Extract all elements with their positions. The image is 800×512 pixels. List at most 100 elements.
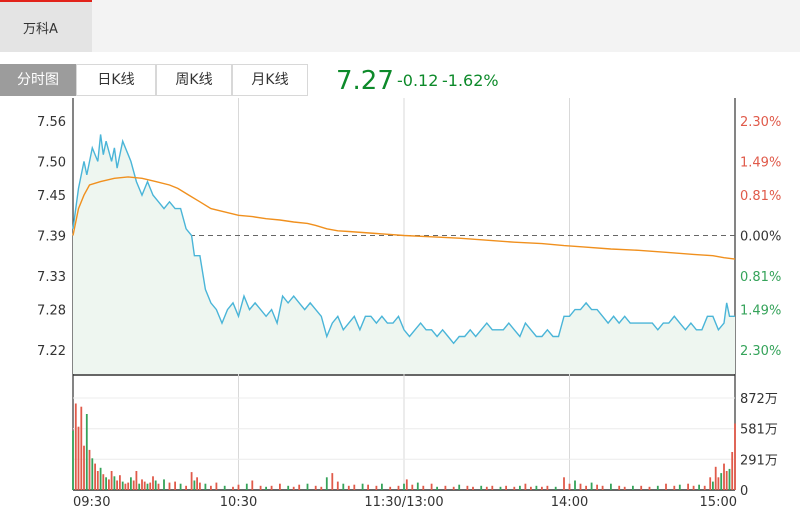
volume-bar [215,482,218,490]
volume-bar [132,480,135,490]
volume-bar [105,477,107,490]
volume-bar [210,485,212,490]
volume-bar [279,483,281,490]
y-tick-label: 7.45 [37,189,66,204]
volume-bar [505,485,507,490]
volume-bar [596,484,598,490]
volume-bar [270,485,273,490]
volume-bar [143,481,146,490]
volume-bar [168,482,171,490]
volume-bar [610,483,612,490]
volume-bar [190,472,193,490]
volume-bar [135,471,138,490]
top-bar: 万科A [0,0,800,52]
volume-bar [193,480,196,490]
volume-bar [554,486,557,490]
pct-tick-label: 1.49% [740,304,781,319]
average-price-group [72,176,736,260]
volume-bar [563,477,565,490]
volume-bar [179,483,182,490]
volume-bar [519,485,521,490]
y-tick-label: 7.50 [37,155,66,170]
volume-bar [485,486,488,490]
volume-bar [196,477,198,490]
price-area-fill [73,134,735,374]
volume-bar [306,483,309,490]
volume-bar [574,480,576,490]
volume-bar [127,482,130,490]
volume-bar [347,485,350,490]
stock-name-tab[interactable]: 万科A [0,0,92,52]
tab-monthly-k[interactable]: 月K线 [232,64,308,96]
price-change: -0.12 [397,71,439,90]
pct-tick-label: 0.81% [740,189,781,204]
volume-bar [692,485,695,490]
volume-bar [108,479,110,490]
volume-bar [72,430,74,490]
volume-bar [361,483,364,490]
y-tick-label: 7.28 [37,304,66,319]
volume-bars [72,403,736,490]
pct-tick-label: 0.00% [740,230,781,245]
volume-tick-label: 581万 [740,423,778,438]
volume-bar [403,483,405,490]
volume-bar [452,486,455,490]
volume-bar [116,480,118,490]
volume-bar [96,471,99,490]
volume-bar [458,484,461,490]
volume-bar [491,485,494,490]
volume-bar [237,484,240,490]
volume-bar [665,483,667,490]
tab-weekly-k[interactable]: 周K线 [156,64,232,96]
volume-bar [124,483,127,490]
volume-bar [656,485,659,490]
volume-bar [640,485,643,490]
volume-bar [110,471,113,490]
y-tick-label: 7.22 [37,344,66,359]
volume-bar [673,485,676,490]
volume-bar [204,483,207,490]
volume-bar [618,485,621,490]
pct-tick-label: 2.30% [740,344,781,359]
tab-timeshare[interactable]: 分时图 [0,64,76,96]
volume-bar [113,476,116,490]
tab-daily-k[interactable]: 日K线 [76,64,156,96]
pct-tick-label: 2.30% [740,115,781,130]
volume-bar [703,485,706,490]
volume-bar [725,471,728,490]
volume-bar [320,486,323,490]
y-tick-label: 7.33 [37,270,66,285]
volume-bar [723,463,725,490]
volume-bar [314,485,317,490]
volume-bar [397,485,400,490]
volume-bar [375,485,378,490]
average-price-line [72,176,736,260]
volume-bar [513,486,516,490]
volume-bar [77,426,80,490]
volume-bar [367,484,369,490]
volume-bar [157,483,160,490]
volume-bar [389,486,392,490]
volume-bar [185,485,187,490]
volume-bar [298,484,301,490]
volume-bar [541,486,543,490]
volume-bar [411,484,414,490]
volume-bar [94,463,96,490]
volume-bar [74,403,77,490]
pct-tick-label: 1.49% [740,155,781,170]
volume-bar [265,486,267,490]
axis-labels: 7.56 7.50 7.45 7.39 7.33 7.28 7.22 2.30% 1.49% 0.… [37,115,781,510]
current-price: 7.27 [336,66,394,96]
volume-bar [152,476,154,490]
volume-bar [163,479,165,490]
volume-bar [530,486,532,490]
volume-bar [632,485,634,490]
volume-bar [499,486,502,490]
volume-bar [734,423,736,490]
volume-tick-label: 872万 [740,392,778,407]
volume-bar [223,485,226,490]
volume-bar [130,477,132,490]
volume-bar [141,479,143,490]
volume-bar [601,485,604,490]
